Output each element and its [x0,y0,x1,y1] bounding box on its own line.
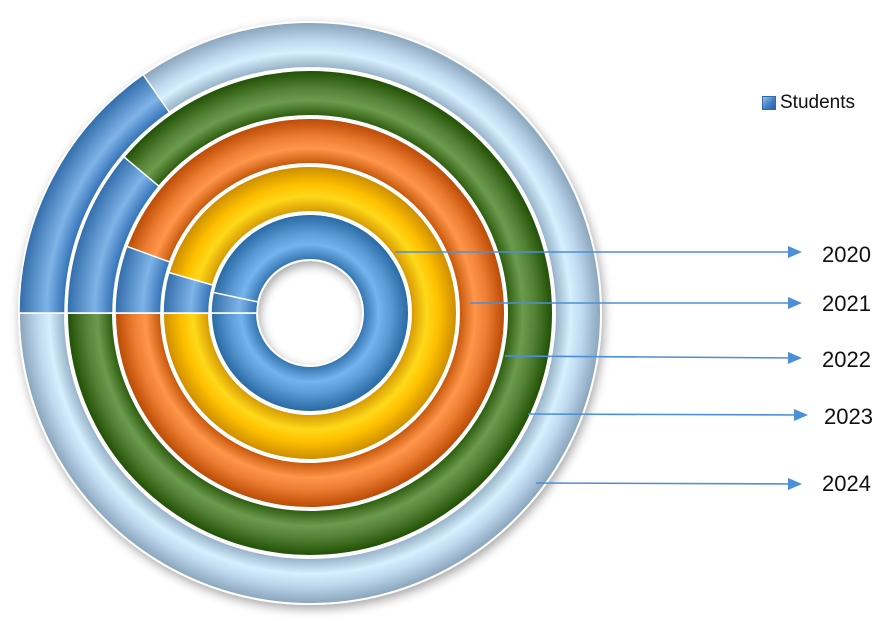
ring-2023 [65,69,554,557]
students-segment-2021 [162,271,214,314]
ring-2022 [113,117,506,509]
legend: Students [762,92,855,114]
legend-swatch-icon [762,96,776,110]
ring-2020 [209,212,410,413]
ring-label-2024: 2024 [822,471,871,496]
ring-label-2020: 2020 [822,242,871,267]
highlight-segments [18,73,260,314]
leader-arrow-2022 [504,351,802,364]
legend-label: Students [780,92,855,113]
rings-group [17,20,602,605]
students-segment-2024 [18,73,171,314]
ring-2024 [17,20,602,605]
students-segment-2023 [66,155,161,314]
leader-arrow-2023 [527,408,808,421]
ring-year-labels: 2020 2021 2022 2023 2024 [822,242,873,496]
ring-label-2021: 2021 [822,291,871,316]
ring-label-2022: 2022 [822,347,871,372]
students-segment-2022 [114,245,171,314]
ring-leader-lines [395,246,808,490]
students-segment-2020 [210,291,260,314]
leader-arrow-2024 [535,477,802,490]
ring-label-2023: 2023 [824,404,873,429]
ring-2021 [161,164,458,461]
